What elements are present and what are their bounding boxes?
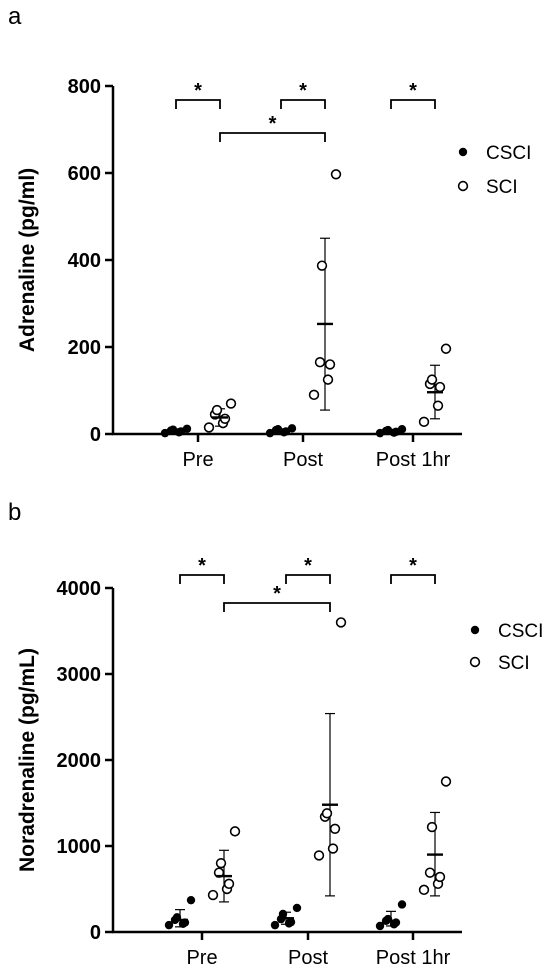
y-tick-label: 400: [68, 250, 101, 272]
point-csci: [278, 909, 288, 919]
point-sci: [203, 422, 215, 433]
point-sci: [322, 374, 334, 385]
point-sci: [219, 413, 231, 424]
point-csci: [375, 921, 385, 931]
point-sci: [308, 389, 320, 401]
y-tick-label: 4000: [57, 578, 102, 600]
y-tick-label: 800: [68, 76, 101, 98]
point-csci: [383, 425, 393, 435]
y-tick-label: 200: [68, 337, 101, 359]
point-csci: [391, 918, 401, 927]
significance-star: *: [194, 80, 202, 102]
significance-star: *: [269, 113, 277, 135]
point-csci: [383, 914, 393, 924]
point-csci: [270, 920, 280, 930]
significance-bracket: [390, 574, 436, 584]
point-sci: [327, 843, 339, 854]
point-sci: [426, 821, 438, 833]
significance-bracket: [175, 99, 221, 109]
point-csci: [287, 424, 297, 433]
significance-star: *: [409, 80, 417, 102]
y-tick-label: 0: [90, 424, 101, 446]
significance-star: *: [198, 555, 206, 577]
y-tick-label: 2000: [57, 750, 102, 772]
legend-marker-sci: [457, 180, 469, 192]
x-tick-label: Post: [288, 947, 328, 969]
point-csci: [292, 903, 302, 913]
legend-label-sci: SCI: [498, 653, 530, 674]
significance-bracket: [223, 602, 331, 612]
point-sci: [432, 400, 444, 411]
point-sci: [229, 826, 241, 837]
legend-label-sci: SCI: [486, 177, 518, 198]
point-sci: [313, 850, 325, 861]
x-tick-label: Pre: [186, 947, 217, 969]
point-csci: [186, 895, 196, 905]
point-sci: [215, 857, 227, 869]
point-sci: [426, 374, 438, 385]
point-csci: [286, 917, 296, 927]
x-tick-label: Post 1hr: [376, 449, 451, 471]
x-tick-label: Post: [283, 449, 323, 471]
legend-marker-sci: [469, 656, 481, 668]
point-sci: [434, 871, 446, 883]
point-sci: [335, 617, 347, 628]
point-sci: [424, 867, 436, 878]
legend-label-csci: CSCI: [498, 621, 543, 642]
point-sci: [225, 398, 237, 409]
point-sci: [434, 381, 446, 393]
panel-a-letter: a: [8, 3, 22, 30]
significance-star: *: [304, 555, 312, 577]
point-sci: [418, 416, 430, 428]
x-tick-label: Post 1hr: [376, 947, 451, 969]
panel-b-letter: b: [8, 499, 21, 526]
y-tick-label: 3000: [57, 664, 102, 686]
point-sci: [223, 878, 235, 890]
point-csci: [397, 425, 407, 434]
point-sci: [440, 343, 452, 354]
point-sci: [329, 823, 341, 834]
point-sci: [211, 404, 223, 416]
panel-b-plot: 0 1000 2000 3000 4000 Pre Post Post 1hr * * * * CSCI…: [57, 555, 544, 969]
point-sci: [324, 359, 336, 370]
point-csci: [164, 920, 174, 930]
significance-bracket: [280, 99, 326, 109]
significance-bracket: [179, 574, 225, 584]
y-tick-label: 1000: [57, 836, 102, 858]
panel-a-plot: 0 200 400 600 800 Pre Post Post 1hr * * * * CSCI SCI: [68, 76, 532, 471]
point-csci: [182, 424, 192, 433]
significance-bracket: [390, 99, 436, 109]
significance-bracket: [219, 132, 326, 142]
y-tick-label: 0: [90, 922, 101, 944]
point-csci: [397, 900, 407, 909]
panel-b-y-axis-label: Noradrenaline (pg/mL): [16, 648, 39, 872]
point-sci: [418, 884, 430, 896]
point-sci: [321, 808, 333, 819]
point-sci: [440, 776, 452, 787]
legend-marker-csci: [470, 625, 480, 635]
significance-bracket: [285, 574, 331, 584]
x-tick-label: Pre: [182, 449, 213, 471]
point-sci: [314, 357, 326, 368]
point-sci: [316, 260, 328, 271]
point-sci: [330, 169, 342, 180]
legend-marker-csci: [458, 147, 468, 157]
point-sci: [207, 889, 219, 901]
significance-star: *: [273, 583, 281, 605]
significance-star: *: [299, 80, 307, 102]
panel-a-y-axis-label: Adrenaline (pg/ml): [16, 168, 39, 352]
legend-label-csci: CSCI: [486, 143, 531, 164]
significance-star: *: [409, 555, 417, 577]
y-tick-label: 600: [68, 163, 101, 185]
